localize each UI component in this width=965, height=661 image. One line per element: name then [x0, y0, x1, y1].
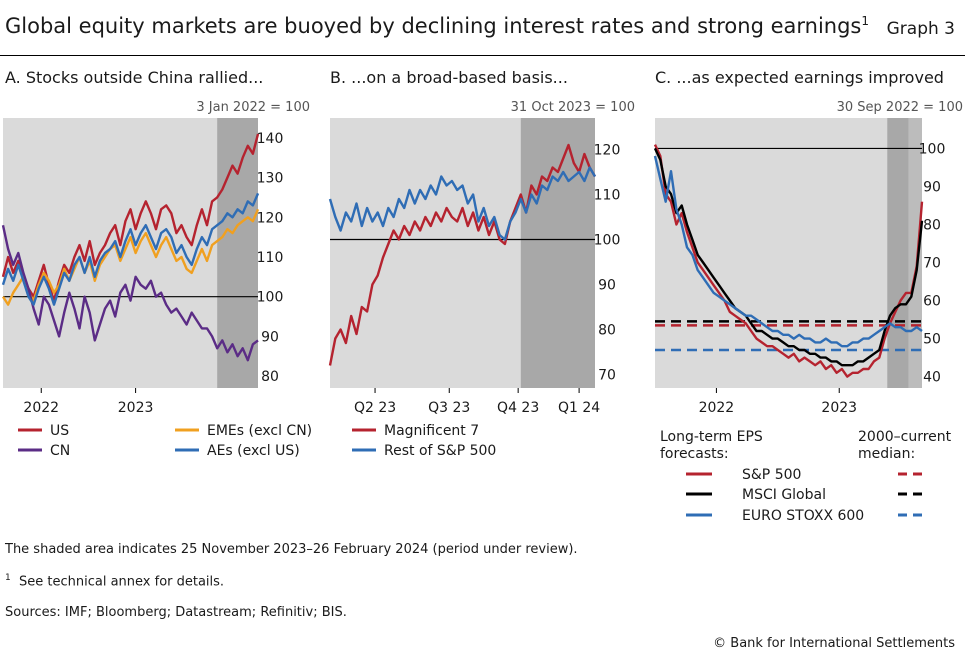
- panel-b-series-line: [328, 143, 597, 366]
- panel-b-x-tick-label: Q4 23: [497, 400, 539, 416]
- panel-a-legend-label: AEs (excl US): [207, 443, 300, 459]
- panel-a-legend-label: EMEs (excl CN): [207, 423, 312, 439]
- panel-c-y-tick-label: 90: [923, 179, 941, 195]
- title-footnote-marker: 1: [861, 14, 869, 28]
- panel-a-y-tick-label: 130: [257, 171, 284, 187]
- panel-c-x-tick-label: 2022: [699, 400, 735, 416]
- panel-c-title: C. ...as expected earnings improved: [655, 68, 944, 87]
- panel-b-series-line: [328, 166, 597, 241]
- panel-c-plot-bg: [655, 118, 922, 388]
- panel-a-series-line: [1, 192, 260, 306]
- graph-title-text: Global equity markets are buoyed by decl…: [5, 14, 862, 38]
- panel-b-legend-label: Rest of S&P 500: [384, 443, 496, 459]
- panel-b-title: B. ...on a broad-based basis...: [330, 68, 568, 87]
- panel-c-series-line: [653, 155, 923, 348]
- panel-c-series-line: [653, 147, 924, 367]
- shaded-area-note: The shaded area indicates 25 November 20…: [5, 542, 578, 557]
- panel-c-legend-label: MSCI Global: [742, 487, 826, 503]
- panel-c-legend-title-right: 2000–current: [858, 429, 952, 445]
- panel-c-series-line: [653, 144, 924, 378]
- panel-c-legend-title-left: forecasts:: [660, 446, 729, 462]
- panel-c-legend-label: S&P 500: [742, 467, 801, 483]
- footnote-marker: 1: [5, 573, 11, 583]
- panel-b-y-tick-label: 110: [594, 188, 621, 204]
- panel-b-base-note: 31 Oct 2023 = 100: [510, 100, 635, 115]
- panel-c-legend-title-left: Long-term EPS: [660, 429, 763, 445]
- panel-a-base-note: 3 Jan 2022 = 100: [196, 100, 310, 115]
- panel-c-x-tick-label: 2023: [821, 400, 857, 416]
- title-rule: [0, 55, 965, 56]
- panel-c-legend-label: EURO STOXX 600: [742, 508, 864, 524]
- panel-a-y-tick-label: 100: [257, 290, 284, 306]
- panel-a-y-tick-label: 90: [261, 329, 279, 345]
- panel-a-y-tick-label: 110: [257, 250, 284, 266]
- panel-a-series-line: [1, 133, 260, 302]
- panel-c-y-tick-label: 100: [919, 141, 946, 157]
- panel-c-base-note: 30 Sep 2022 = 100: [836, 100, 963, 115]
- graph-title: Global equity markets are buoyed by decl…: [5, 14, 869, 38]
- panel-a-legend-label: US: [50, 423, 69, 439]
- panel-a-y-tick-label: 120: [257, 210, 284, 226]
- sources-note: Sources: IMF; Bloomberg; Datastream; Ref…: [5, 605, 347, 620]
- panel-b-x-tick-label: Q1 24: [558, 400, 600, 416]
- panel-a-y-tick-label: 140: [257, 131, 284, 147]
- panel-b-y-tick-label: 70: [598, 368, 616, 384]
- panel-b-y-tick-label: 80: [598, 323, 616, 339]
- panel-c-legend-title-right: median:: [858, 446, 915, 462]
- panel-b-y-tick-label: 100: [594, 233, 621, 249]
- panel-b-legend-label: Magnificent 7: [384, 423, 479, 439]
- panel-a-series-line: [1, 208, 260, 306]
- panel-a-legend-label: CN: [50, 443, 70, 459]
- panel-b-y-tick-label: 120: [594, 143, 621, 159]
- panel-a-x-tick-label: 2022: [23, 400, 59, 416]
- panel-c-y-tick-label: 50: [923, 332, 941, 348]
- panel-b-y-tick-label: 90: [598, 278, 616, 294]
- technical-footnote: 1 See technical annex for details.: [5, 573, 224, 589]
- panel-c-y-tick-label: 60: [923, 294, 941, 310]
- panel-b-x-tick-label: Q2 23: [354, 400, 396, 416]
- panel-c-shaded-period: [887, 118, 909, 388]
- panel-a-series-line: [1, 224, 259, 362]
- panel-c-y-tick-label: 80: [923, 217, 941, 233]
- panel-c-shaded-period-light: [908, 118, 922, 388]
- panel-c-y-tick-label: 70: [923, 256, 941, 272]
- panel-a-x-tick-label: 2023: [118, 400, 154, 416]
- chart-canvas: 80 90 100 110 120 130 140 2022 2023 US EMEs (excl …: [1, 118, 952, 524]
- panel-c-y-tick-label: 40: [923, 370, 941, 386]
- graph-number: Graph 3: [886, 19, 955, 39]
- footnote-text: See technical annex for details.: [19, 574, 225, 590]
- panel-a-title: A. Stocks outside China rallied...: [5, 68, 264, 87]
- panel-a-y-tick-label: 80: [261, 369, 279, 385]
- panel-b-x-tick-label: Q3 23: [428, 400, 470, 416]
- copyright-note: © Bank for International Settlements: [713, 636, 955, 651]
